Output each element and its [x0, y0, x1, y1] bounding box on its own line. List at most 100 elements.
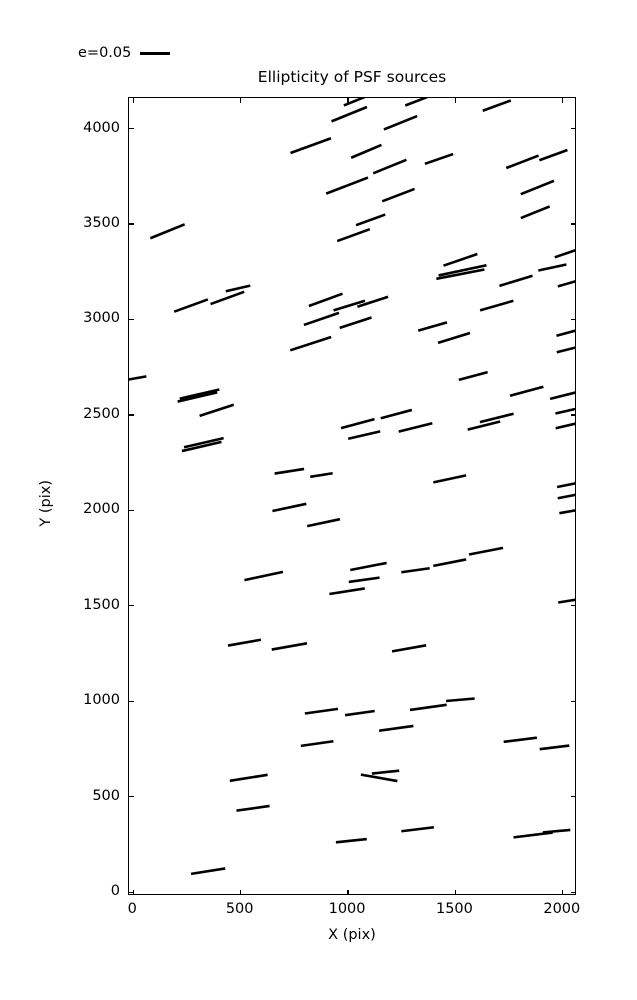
psf-whisker [443, 252, 478, 267]
psf-whisker [554, 248, 575, 259]
psf-whisker [335, 837, 367, 844]
psf-whisker [479, 412, 514, 424]
y-axis-tick-label: 2000 [83, 501, 120, 518]
psf-whisker [381, 187, 416, 203]
psf-whisker [350, 561, 387, 572]
psf-whisker [378, 724, 414, 733]
psf-whisker [306, 517, 341, 528]
psf-whisker [556, 346, 575, 354]
psf-whisker [357, 295, 389, 308]
psf-whisker [340, 417, 375, 430]
psf-whisker [333, 299, 366, 312]
psf-whisker [179, 388, 220, 400]
psf-whisker [331, 105, 368, 123]
x-axis-label: X (pix) [328, 927, 376, 943]
psf-whisker [467, 420, 501, 431]
x-axis-tick [562, 97, 564, 103]
psf-whisker [520, 179, 555, 196]
y-axis-tick [128, 796, 134, 798]
legend-scale-bar-icon [140, 51, 171, 55]
psf-whisker [555, 422, 575, 430]
psf-whisker [549, 391, 575, 401]
x-axis-tick [454, 97, 457, 103]
psf-whisker [210, 290, 245, 306]
psf-whisker [433, 474, 467, 484]
psf-whisker [344, 709, 375, 717]
psf-whisker [499, 274, 533, 288]
psf-whisker [391, 644, 427, 653]
psf-whisker [401, 825, 435, 833]
psf-whisker [308, 292, 343, 308]
y-axis-tick [128, 318, 134, 321]
psf-whisker [225, 284, 251, 293]
y-axis-tick [570, 605, 576, 607]
psf-whisker [347, 430, 381, 441]
psf-whisker [542, 828, 571, 834]
psf-whisker [468, 546, 504, 556]
psf-whisker [383, 114, 418, 131]
y-axis-tick-label: 2500 [83, 405, 120, 422]
psf-whisker [300, 739, 334, 748]
psf-whisker [433, 558, 467, 568]
psf-whisker [244, 570, 284, 582]
y-axis-tick [128, 223, 134, 225]
psf-whisker [199, 403, 235, 418]
psf-whisker [404, 98, 429, 107]
psf-whisker [401, 566, 430, 574]
psf-whisker [479, 299, 514, 312]
x-axis-tick-label: 1500 [435, 901, 473, 917]
psf-whisker [272, 502, 307, 513]
x-axis-tick [347, 889, 349, 895]
psf-whisker [325, 176, 369, 195]
x-axis-tick [240, 889, 242, 895]
psf-whisker [227, 638, 262, 647]
plot-axes [128, 97, 576, 895]
y-axis-tick [570, 318, 576, 321]
psf-whisker [520, 205, 551, 220]
y-axis-tick-label: 1500 [83, 596, 120, 613]
y-axis-tick-label: 3500 [83, 214, 120, 231]
psf-whisker [183, 436, 224, 449]
psf-whisker [360, 773, 398, 783]
psf-whisker [555, 407, 575, 415]
y-axis-tick [570, 509, 576, 511]
y-axis-tick-label: 0 [110, 882, 120, 899]
psf-whisker [149, 223, 186, 240]
psf-whisker [556, 329, 575, 337]
x-axis-tick [347, 97, 349, 103]
psf-whisker [271, 642, 308, 651]
psf-whisker [417, 321, 448, 332]
psf-whisker [437, 331, 471, 345]
psf-whisker [129, 375, 147, 381]
psf-whisker [436, 268, 485, 281]
psf-whisker [229, 773, 268, 783]
psf-whisker [509, 385, 544, 398]
whisker-svg [129, 98, 575, 876]
psf-whisker [557, 280, 575, 288]
psf-whisker [503, 736, 538, 744]
y-axis-tick [128, 509, 134, 511]
psf-whisker [482, 99, 512, 112]
y-axis-tick-label: 500 [92, 787, 120, 804]
psf-whisker [380, 408, 413, 420]
psf-whisker [557, 493, 575, 500]
psf-whisker [538, 148, 568, 162]
y-axis-tick-label: 1000 [83, 692, 120, 709]
psf-whisker [559, 509, 575, 515]
y-axis-tick [570, 414, 576, 416]
psf-whisker [290, 137, 332, 155]
y-axis-tick [128, 605, 134, 607]
psf-whisker [539, 744, 570, 751]
y-axis-tick [128, 127, 134, 130]
psf-whisker [303, 311, 340, 327]
y-axis-tick [570, 891, 576, 893]
y-axis-tick [570, 700, 576, 702]
y-axis-tick [570, 127, 576, 130]
psf-whisker [289, 335, 332, 352]
psf-whisker [355, 213, 386, 227]
psf-whisker [348, 576, 380, 584]
psf-whisker [304, 707, 339, 715]
psf-whisker [329, 587, 365, 596]
psf-whisker [558, 598, 575, 604]
